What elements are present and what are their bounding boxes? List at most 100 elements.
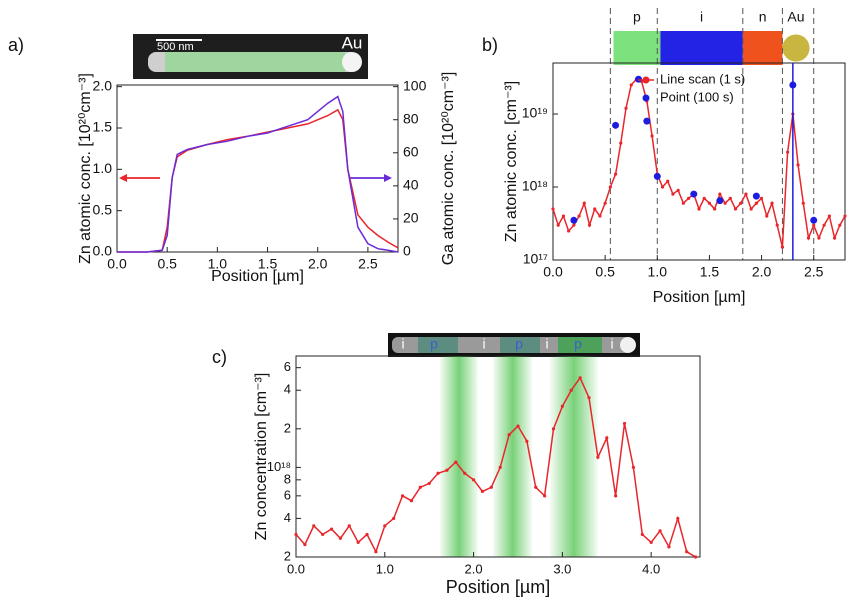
data-point (605, 436, 609, 440)
series-line (117, 95, 399, 253)
x-axis-label: Position [µm] (653, 289, 746, 306)
data-point (543, 494, 547, 498)
x-tick-label: 3.0 (553, 561, 571, 576)
data-point (556, 223, 560, 227)
data-point (436, 471, 440, 475)
axis-arrows (119, 174, 392, 182)
region-marker (782, 34, 810, 62)
data-point (603, 201, 607, 205)
data-point (572, 223, 576, 227)
data-point (728, 196, 732, 200)
data-point (676, 516, 680, 521)
legend-label: Line scan (1 s) (660, 71, 745, 86)
x-tick-label: 4.0 (642, 561, 660, 576)
arrow-head (384, 174, 392, 182)
data-point (463, 471, 467, 475)
data-point (827, 214, 831, 218)
series-line (295, 376, 696, 558)
y-tick-label: 10¹⁹ (522, 105, 548, 121)
data-point (822, 223, 826, 227)
data-point (383, 524, 387, 528)
legend-marker (642, 94, 650, 102)
x-tick-label: 0.0 (287, 561, 305, 576)
nanowire-p-segment (418, 337, 458, 353)
y-tick-label: 10¹⁷ (523, 251, 548, 267)
data-point (667, 545, 671, 549)
data-point (660, 185, 665, 189)
data-point (551, 207, 555, 211)
data-point (312, 524, 316, 528)
data-point (427, 481, 431, 486)
image-segment-label: i (401, 336, 404, 352)
data-point (321, 532, 325, 537)
data-point (347, 524, 351, 528)
y-axis-label: Zn atomic conc. [10²⁰cm⁻³] (77, 73, 94, 264)
data-point (810, 216, 818, 224)
data-point (624, 106, 628, 110)
data-point (676, 188, 680, 192)
data-point (598, 214, 602, 218)
x-tick-label: 0.0 (543, 264, 563, 280)
panel-label: a) (8, 35, 24, 55)
nanowire-doped (165, 52, 345, 72)
data-point (653, 172, 661, 180)
data-point (786, 150, 790, 154)
y2-tick-label: 60 (403, 143, 419, 159)
region-label: i (700, 9, 703, 25)
data-point (409, 499, 414, 503)
y-axis-label: Zn atomic conc. [cm⁻³] (503, 81, 520, 242)
data-point (329, 527, 334, 531)
y2-tick-label: 0 (403, 243, 411, 259)
x-tick-label: 1.5 (258, 256, 278, 272)
y-axis-label: Zn concentration [cm⁻³] (253, 373, 270, 541)
gold-cap (620, 337, 636, 353)
data-point (356, 540, 360, 544)
data-point (643, 117, 651, 125)
data-point (817, 236, 821, 240)
data-point (631, 465, 636, 470)
x-tick-label: 1.0 (208, 256, 228, 272)
data-point (471, 478, 476, 482)
panel-label: c) (212, 347, 227, 367)
image-annotation: Au (342, 33, 363, 52)
data-point (608, 185, 612, 189)
data-point (693, 555, 698, 559)
data-point (765, 214, 769, 218)
data-point (516, 424, 520, 428)
data-point (640, 532, 644, 537)
data-point (775, 223, 779, 227)
data-point (770, 201, 774, 205)
y-tick-label: 0.5 (93, 201, 113, 217)
data-point (629, 83, 633, 87)
data-point (752, 192, 760, 200)
region-bar (742, 31, 783, 65)
x-tick-label: 1.5 (700, 264, 720, 280)
region-band (493, 356, 533, 557)
y-tick-label: 10¹⁸ (522, 178, 548, 194)
data-point (593, 207, 597, 211)
data-point (812, 223, 816, 227)
region-band (549, 356, 598, 557)
data-point (780, 245, 785, 249)
data-point (525, 439, 529, 443)
data-point (534, 485, 538, 489)
plot-frame (552, 62, 846, 261)
y2-tick-label: 40 (403, 177, 419, 193)
y-tick-label: 4 (284, 382, 291, 397)
y-tick-label: 10¹⁸ (267, 459, 291, 474)
data-point (582, 201, 586, 205)
data-point (587, 223, 592, 227)
data-point (619, 141, 623, 145)
data-point (374, 550, 378, 554)
data-point (832, 236, 837, 240)
nanowire-p-segment (500, 337, 540, 353)
panel-label: b) (482, 35, 498, 55)
sem-image-c (388, 333, 640, 357)
data-point (686, 196, 691, 200)
x-tick-label: 2.5 (358, 256, 378, 272)
x-axis-label: Position [µm] (211, 268, 304, 285)
data-point (723, 201, 727, 205)
data-point (560, 404, 564, 408)
data-point (577, 214, 581, 218)
